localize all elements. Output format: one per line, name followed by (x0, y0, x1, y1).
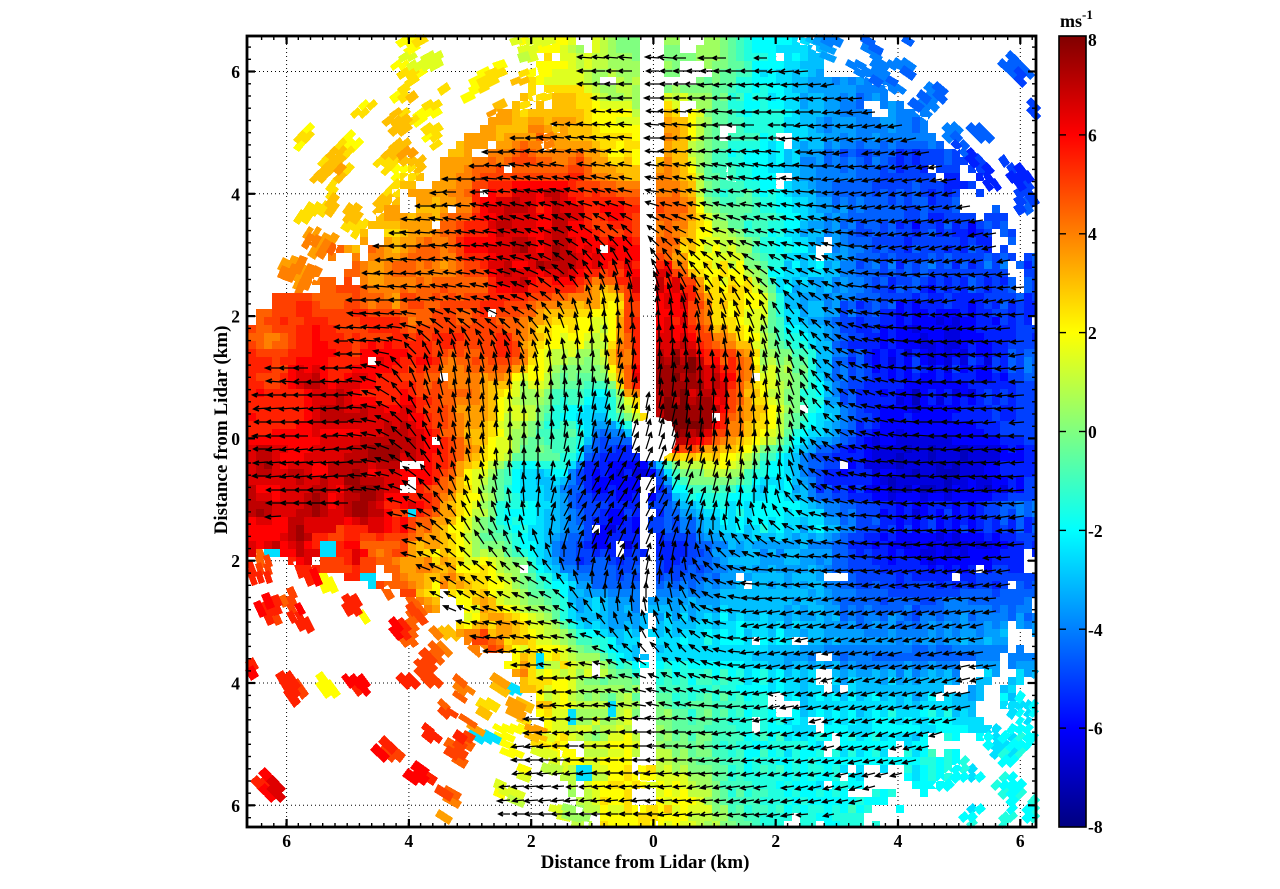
svg-text:0: 0 (649, 831, 658, 851)
svg-text:6: 6 (1088, 125, 1097, 145)
svg-text:-4: -4 (1088, 620, 1103, 640)
svg-text:8: 8 (1088, 30, 1097, 50)
svg-text:4: 4 (405, 831, 414, 851)
svg-text:4: 4 (231, 184, 240, 204)
svg-text:-8: -8 (1088, 817, 1103, 837)
svg-text:Distance from Lidar (km): Distance from Lidar (km) (541, 852, 750, 873)
svg-text:6: 6 (231, 796, 240, 816)
svg-text:6: 6 (1016, 831, 1025, 851)
svg-text:6: 6 (282, 831, 291, 851)
svg-text:0: 0 (1088, 422, 1097, 442)
svg-text:6: 6 (231, 62, 240, 82)
svg-text:2: 2 (1088, 323, 1097, 343)
svg-text:Distance from Lidar (km): Distance from Lidar (km) (211, 326, 232, 535)
svg-text:2: 2 (527, 831, 536, 851)
svg-text:2: 2 (771, 831, 780, 851)
svg-text:2: 2 (231, 551, 240, 571)
svg-text:4: 4 (1088, 224, 1097, 244)
svg-text:-2: -2 (1088, 521, 1103, 541)
svg-text:4: 4 (894, 831, 903, 851)
svg-text:2: 2 (231, 307, 240, 327)
svg-text:-6: -6 (1088, 719, 1103, 739)
svg-text:0: 0 (231, 429, 240, 449)
svg-text:4: 4 (231, 674, 240, 694)
